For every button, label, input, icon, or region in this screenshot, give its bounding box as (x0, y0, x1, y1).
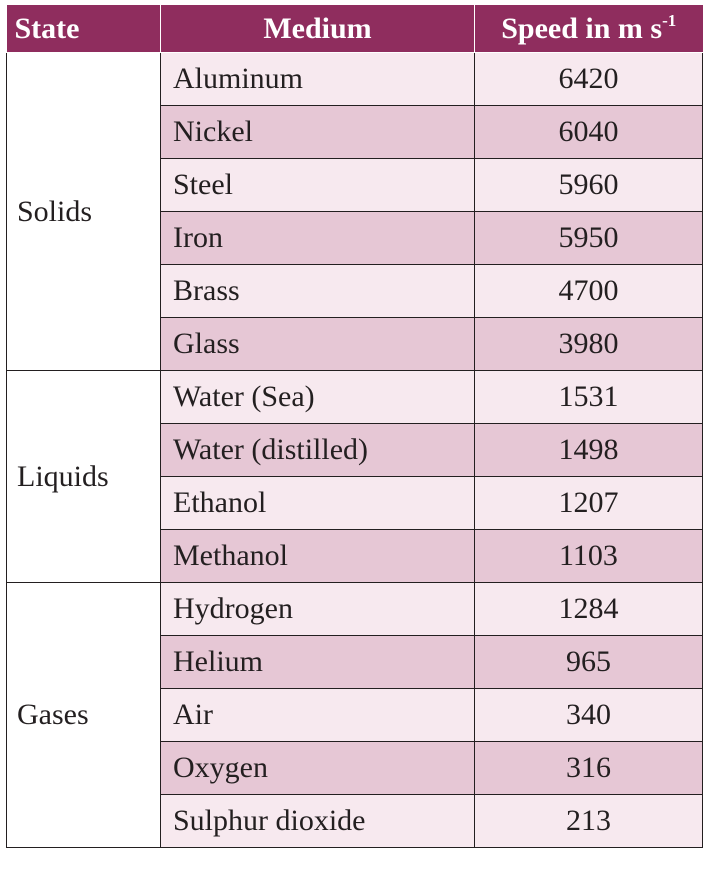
medium-cell: Hydrogen (160, 582, 475, 636)
medium-cell: Ethanol (160, 476, 475, 530)
table-row: Ethanol 1207 (7, 476, 703, 530)
header-speed: Speed in m s-1 (474, 5, 703, 53)
state-cell: Solids (6, 52, 161, 371)
header-row: State Medium Speed in m s-1 (6, 5, 703, 53)
header-state: State (6, 5, 161, 53)
table-body: Solids Aluminum 6420 Nickel 6040 Steel 5960 Iro… (6, 52, 703, 848)
speed-cell: 1103 (474, 529, 703, 583)
speed-cell: 1531 (474, 370, 703, 424)
speed-cell: 1284 (474, 582, 703, 636)
table-row: Nickel 6040 (7, 105, 703, 159)
speed-cell: 4700 (474, 264, 703, 318)
table-row: Gases Hydrogen 1284 (6, 582, 703, 848)
speed-cell: 316 (474, 741, 703, 795)
medium-cell: Methanol (160, 529, 475, 583)
speed-cell: 5960 (474, 158, 703, 212)
speed-of-sound-table: State Medium Speed in m s-1 Solids Alumin… (6, 5, 703, 848)
speed-cell: 213 (474, 794, 703, 848)
table-row: Iron 5950 (7, 211, 703, 265)
table-row: Solids Aluminum 6420 (6, 52, 703, 371)
table-row: Sulphur dioxide 213 (7, 794, 703, 848)
medium-cell: Brass (160, 264, 475, 318)
speed-cell: 6420 (474, 52, 703, 106)
speed-cell: 6040 (474, 105, 703, 159)
medium-cell: Glass (160, 317, 475, 371)
medium-cell: Water (Sea) (160, 370, 475, 424)
table-row: Brass 4700 (7, 264, 703, 318)
speed-cell: 3980 (474, 317, 703, 371)
medium-cell: Air (160, 688, 475, 742)
medium-cell: Nickel (160, 105, 475, 159)
medium-cell: Helium (160, 635, 475, 689)
state-cell: Liquids (6, 370, 161, 583)
table-row: Liquids Water (Sea) 1531 (6, 370, 703, 583)
table-row: Air 340 (7, 688, 703, 742)
medium-cell: Sulphur dioxide (160, 794, 475, 848)
table-row: Oxygen 316 (7, 741, 703, 795)
medium-cell: Oxygen (160, 741, 475, 795)
medium-cell: Water (distilled) (160, 423, 475, 477)
header-medium: Medium (160, 5, 475, 53)
medium-cell: Steel (160, 158, 475, 212)
speed-cell: 965 (474, 635, 703, 689)
speed-cell: 340 (474, 688, 703, 742)
medium-cell: Iron (160, 211, 475, 265)
speed-cell: 5950 (474, 211, 703, 265)
medium-cell: Aluminum (160, 52, 475, 106)
speed-cell: 1498 (474, 423, 703, 477)
speed-cell: 1207 (474, 476, 703, 530)
state-cell: Gases (6, 582, 161, 848)
table-row: Water (distilled) 1498 (7, 423, 703, 477)
header-speed-exponent: -1 (662, 11, 677, 30)
table-row: Glass 3980 (7, 317, 703, 371)
header-speed-label: Speed in m s (501, 12, 663, 45)
